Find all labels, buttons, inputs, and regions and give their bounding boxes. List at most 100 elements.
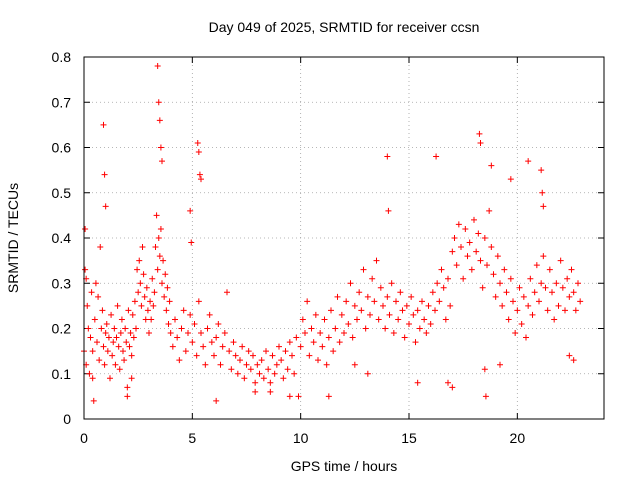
data-point	[237, 357, 243, 364]
data-point	[90, 397, 97, 404]
data-point	[403, 302, 410, 309]
data-point	[458, 244, 464, 251]
data-point	[382, 325, 389, 332]
data-point	[438, 266, 445, 273]
data-point	[267, 379, 274, 386]
data-point	[239, 343, 246, 350]
data-point	[104, 348, 111, 355]
data-point	[211, 352, 217, 359]
data-point	[497, 280, 503, 287]
data-point	[349, 334, 356, 341]
data-point	[196, 171, 203, 178]
data-point	[134, 266, 141, 273]
data-point	[82, 266, 89, 273]
data-point	[289, 352, 295, 359]
data-point	[343, 298, 350, 305]
data-point	[488, 244, 495, 251]
data-point	[297, 343, 304, 350]
data-point	[308, 325, 315, 332]
data-point	[122, 325, 129, 332]
data-point	[362, 325, 369, 332]
data-point	[501, 266, 508, 273]
data-point	[189, 339, 196, 346]
data-point	[137, 280, 144, 287]
data-point	[538, 167, 545, 174]
data-point	[163, 307, 170, 314]
data-point	[258, 357, 265, 364]
data-point	[520, 293, 527, 300]
data-point	[386, 311, 393, 318]
data-point	[414, 379, 421, 386]
data-point	[328, 307, 334, 314]
data-point	[494, 253, 501, 260]
data-point	[155, 235, 162, 241]
data-point	[330, 348, 337, 355]
data-point	[110, 339, 117, 346]
data-point	[488, 162, 495, 169]
data-point	[351, 361, 358, 368]
data-point	[312, 311, 319, 318]
data-point	[306, 352, 313, 359]
data-point	[198, 176, 204, 183]
data-point	[540, 253, 547, 260]
data-point	[354, 316, 360, 323]
data-point	[449, 384, 456, 391]
data-point	[471, 216, 477, 223]
data-point	[562, 307, 568, 314]
chart-title: Day 049 of 2025, SRMTID for receiver ccs…	[209, 19, 480, 35]
data-point	[243, 361, 250, 368]
data-point	[464, 253, 471, 260]
data-point	[161, 293, 168, 300]
data-point	[373, 257, 380, 264]
data-point	[195, 298, 202, 305]
data-point	[341, 330, 347, 337]
data-point	[566, 352, 573, 359]
data-point	[198, 330, 204, 337]
data-points	[81, 63, 584, 404]
data-point	[310, 339, 317, 346]
data-point	[215, 320, 222, 327]
data-point	[570, 357, 577, 364]
data-point	[412, 339, 419, 346]
data-point	[133, 325, 139, 332]
data-point	[252, 379, 259, 386]
data-point	[278, 357, 285, 364]
data-point	[553, 280, 560, 287]
y-axis-label: SRMTID / TECUs	[5, 183, 21, 293]
data-point	[449, 248, 456, 255]
plot-frame	[83, 56, 605, 420]
data-point	[356, 289, 363, 296]
data-point	[390, 330, 397, 337]
data-point	[191, 320, 198, 327]
data-point	[87, 334, 94, 341]
data-point	[518, 320, 525, 327]
data-point	[130, 334, 137, 341]
data-point	[315, 357, 321, 364]
data-point	[102, 203, 109, 210]
data-point	[481, 366, 488, 373]
data-point	[213, 334, 220, 341]
data-point	[334, 293, 341, 300]
data-point	[436, 298, 443, 305]
data-point	[516, 284, 523, 291]
data-point	[460, 275, 467, 282]
data-point	[194, 139, 201, 146]
data-point	[499, 302, 506, 309]
data-point	[188, 239, 195, 246]
data-point	[160, 257, 167, 264]
data-point	[486, 207, 493, 214]
data-point	[416, 325, 423, 332]
data-point	[570, 289, 577, 296]
data-point	[568, 266, 575, 273]
data-point	[112, 361, 119, 368]
data-point	[325, 393, 332, 400]
data-point	[479, 284, 486, 291]
data-point	[284, 366, 291, 373]
data-point	[140, 271, 147, 278]
data-point	[531, 289, 538, 296]
data-point	[497, 361, 503, 368]
data-point	[555, 302, 562, 309]
data-point	[351, 302, 358, 309]
data-point	[536, 298, 542, 305]
